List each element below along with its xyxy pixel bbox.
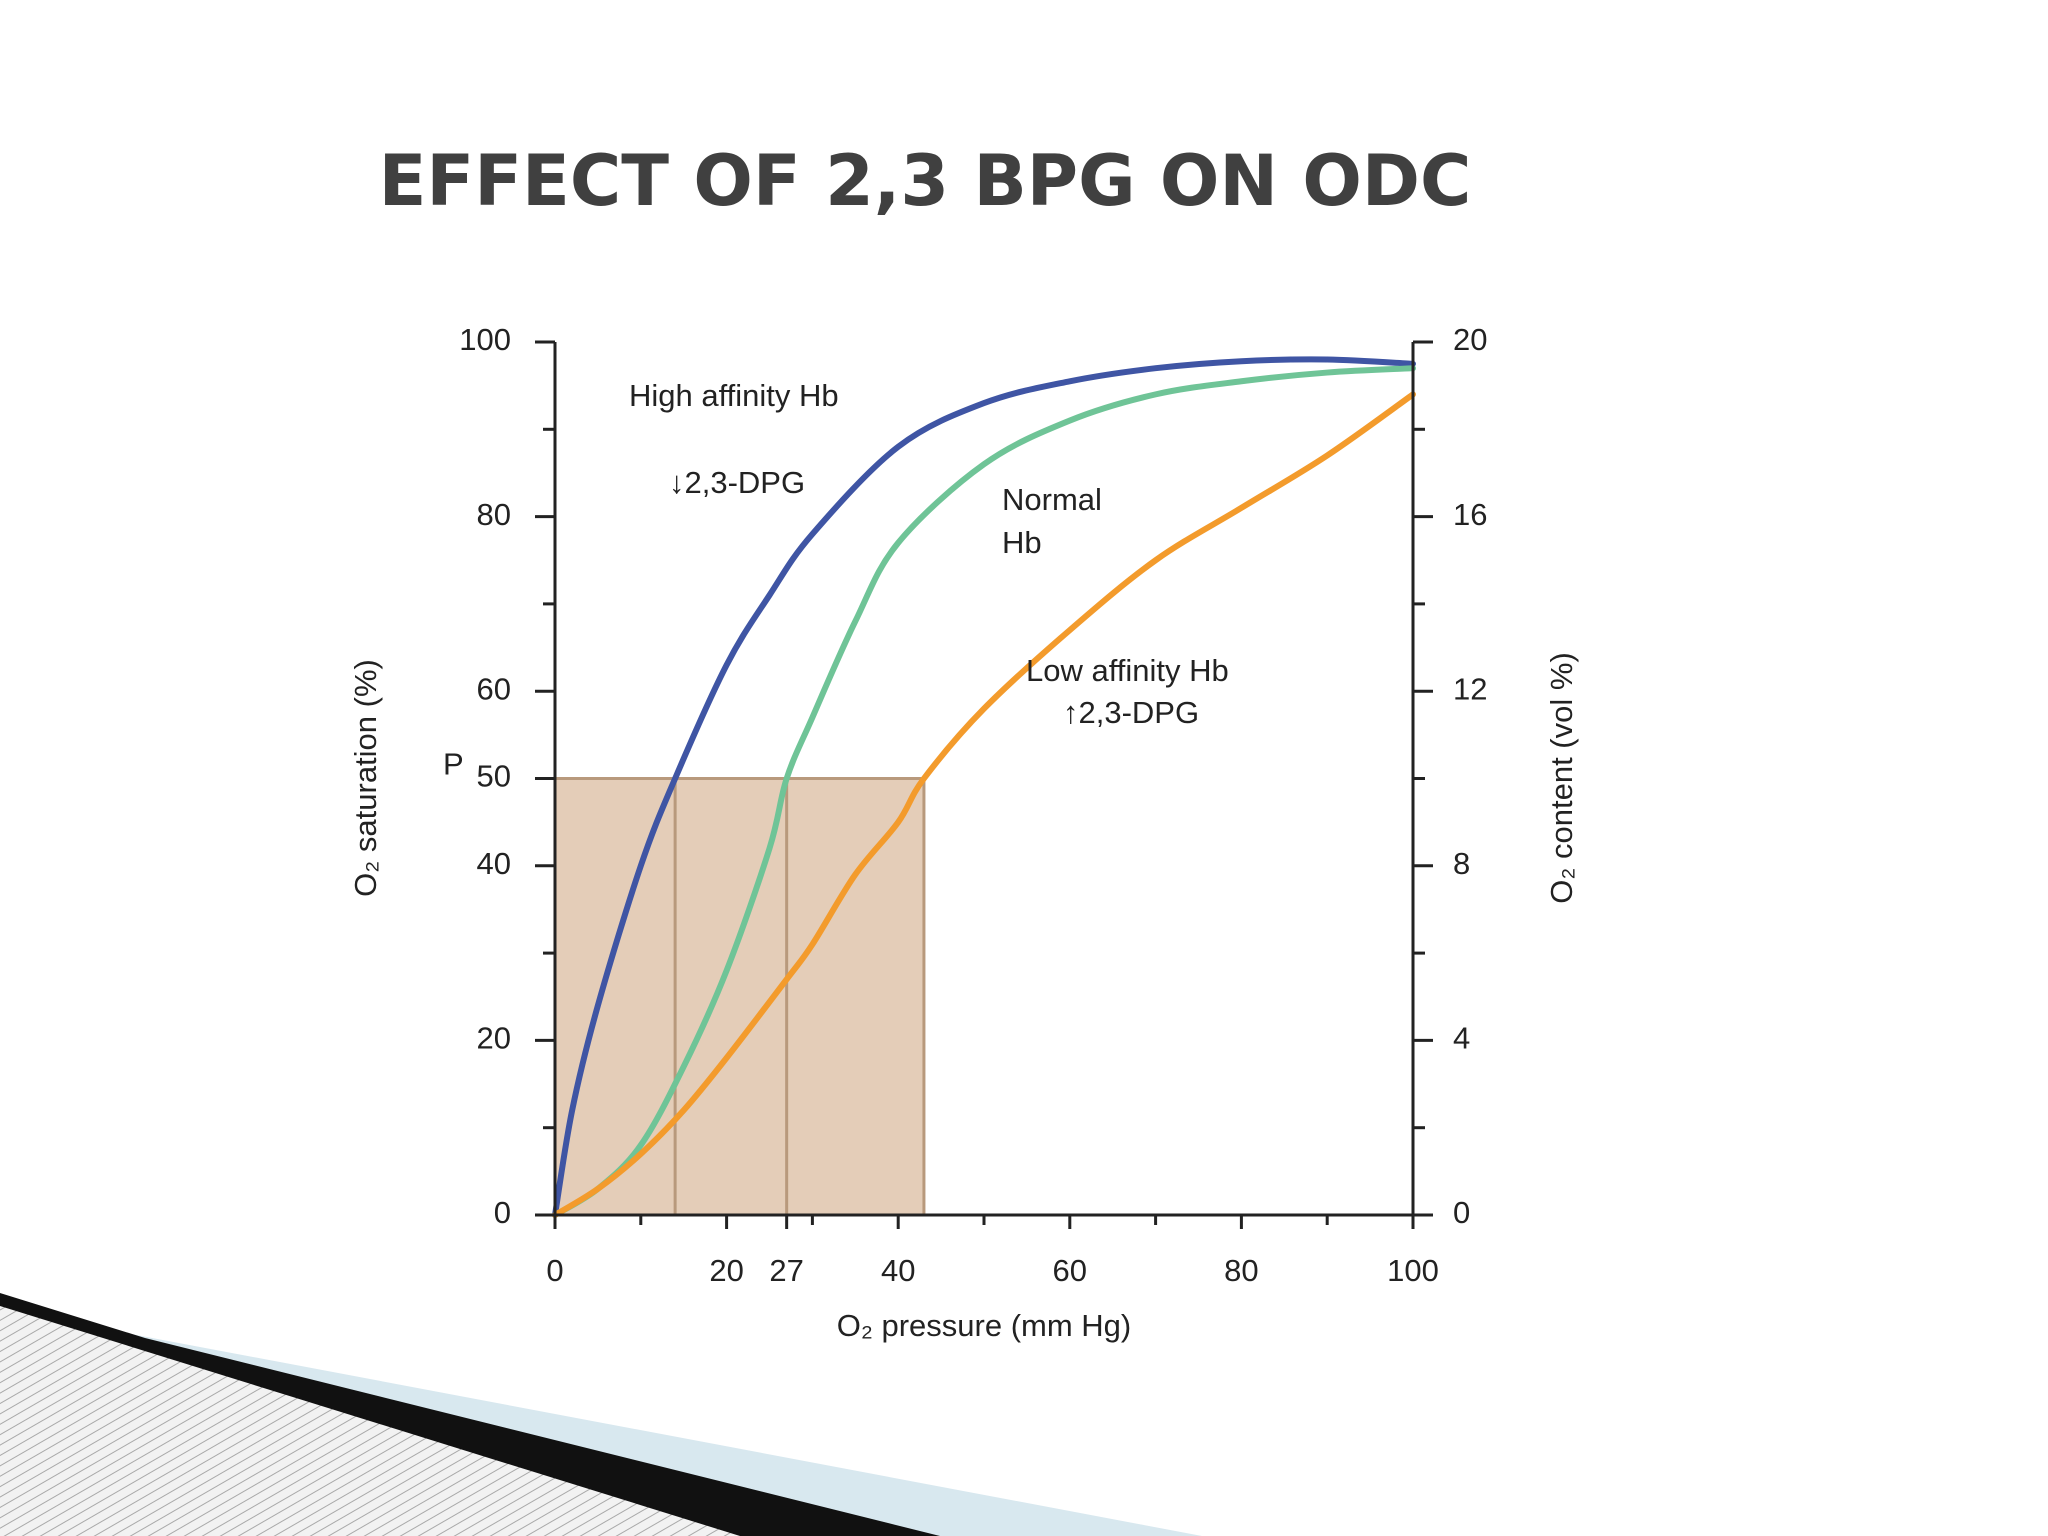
y2-tick-label: 4: [1453, 1021, 1470, 1056]
y-tick-label: 0: [494, 1195, 511, 1230]
x-tick-label: 0: [546, 1253, 563, 1288]
x-tick-label: 80: [1224, 1253, 1258, 1288]
y2-axis-label: O₂ content (vol %): [1544, 652, 1579, 904]
x-tick-label: 20: [709, 1253, 743, 1288]
annotation: ↑2,3-DPG: [1063, 695, 1199, 730]
x-tick-label: 60: [1053, 1253, 1087, 1288]
annotation: Normal: [1002, 482, 1102, 517]
curve: [552, 356, 1416, 1218]
decor-hatch: [0, 1299, 760, 1536]
x-tick-label: 100: [1387, 1253, 1439, 1288]
y-tick-label: 100: [459, 322, 511, 357]
y2-tick-label: 8: [1453, 846, 1470, 881]
y-axis-label: O₂ saturation (%): [348, 659, 383, 897]
curve: [552, 365, 1416, 1218]
annotation: Low affinity Hb: [1026, 653, 1229, 688]
p50-label: P: [443, 747, 464, 782]
y-tick-label: 20: [477, 1021, 511, 1056]
y-tick-label: 50: [477, 759, 511, 794]
p50-region: [553, 777, 926, 1217]
y-tick-label: 40: [477, 846, 511, 881]
x-tick-label: 40: [881, 1253, 915, 1288]
y-tick-label: 80: [477, 497, 511, 532]
x-tick-label: 27: [769, 1253, 803, 1288]
annotation: High affinity Hb: [629, 378, 839, 413]
decor-blue: [110, 1330, 1202, 1536]
y-tick-label: 60: [477, 671, 511, 706]
annotation: ↓2,3-DPG: [669, 465, 805, 500]
y2-tick-label: 20: [1453, 322, 1487, 357]
slide-title: EFFECT OF 2,3 BPG ON ODC: [379, 140, 1472, 222]
y2-tick-label: 16: [1453, 497, 1487, 532]
annotation: Hb: [1002, 525, 1042, 560]
y2-tick-label: 0: [1453, 1195, 1470, 1230]
x-axis-label: O₂ pressure (mm Hg): [837, 1308, 1132, 1343]
y2-tick-label: 12: [1453, 671, 1487, 706]
chart: 0 20 40 50 60 80 100 0 4 8 12 16 20 0 20 27 40 60 80 100 P O₂…: [348, 322, 1579, 1343]
curve: [552, 391, 1416, 1218]
